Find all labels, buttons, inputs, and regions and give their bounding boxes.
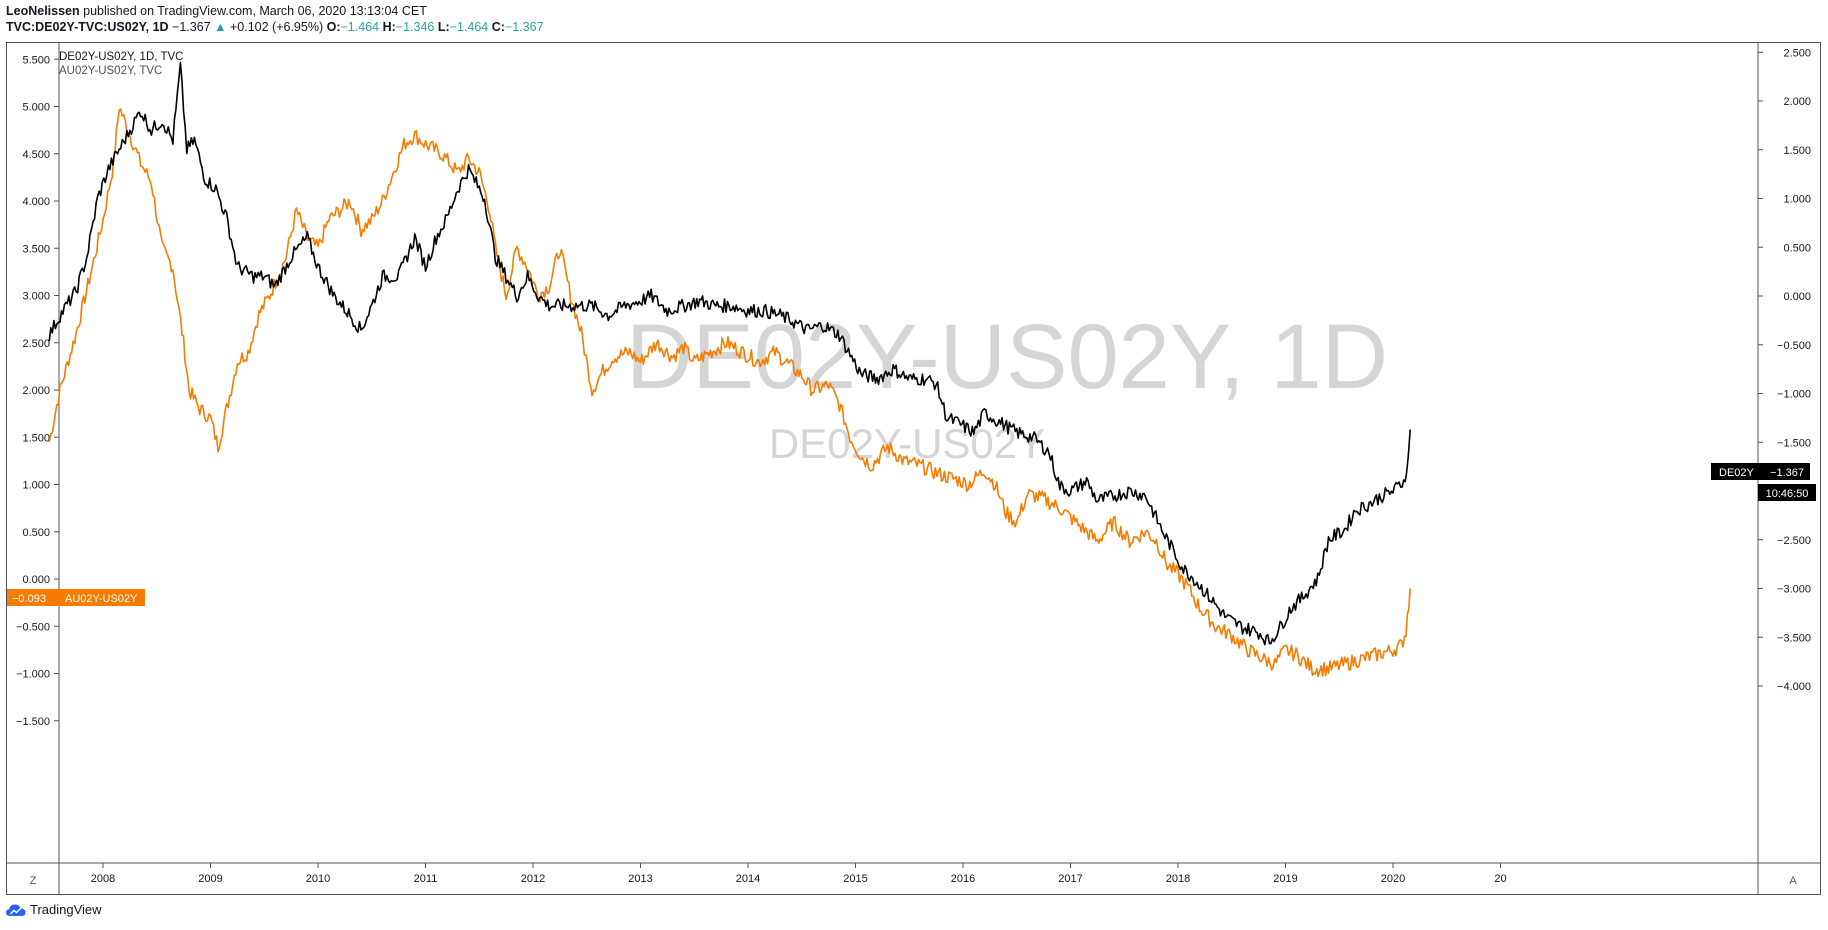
- left-tick-label: −0.500: [16, 621, 50, 633]
- right-tick-label: −4.000: [1777, 681, 1811, 693]
- left-axis-ticks[interactable]: 5.500 5.000 4.500 4.000 3.500 3.000 2.500 2.000…: [16, 54, 59, 728]
- au02y-tag-value: −0.093: [12, 593, 46, 605]
- auto-scale-right-button[interactable]: A: [1783, 869, 1803, 889]
- symbol-title: TVC:DE02Y-TVC:US02Y, 1D: [6, 20, 169, 34]
- time-tick-label: 20: [1494, 873, 1506, 885]
- time-tick-label: 2013: [628, 873, 652, 885]
- z-icon: Z: [30, 875, 37, 887]
- right-axis-ticks[interactable]: 3.0002.5002.0001.5001.0000.5000.000−0.50…: [1758, 0, 1811, 693]
- left-tick-label: 4.000: [22, 196, 50, 208]
- right-tick-label: −1.500: [1777, 437, 1811, 449]
- time-tick-label: 2014: [736, 873, 760, 885]
- series-line-de02y: [48, 61, 1411, 646]
- left-tick-label: 1.500: [22, 432, 50, 444]
- right-tick-label: −1.000: [1777, 389, 1811, 401]
- legend-main[interactable]: DE02Y-US02Y, 1D, TVC: [59, 51, 183, 63]
- low-value: −1.464: [449, 20, 489, 34]
- right-tick-label: −2.500: [1777, 535, 1811, 547]
- left-tick-label: 0.000: [22, 574, 50, 586]
- up-arrow-icon: ▲: [214, 20, 227, 34]
- legend-secondary[interactable]: AU02Y-US02Y, TVC: [59, 65, 162, 77]
- time-tick-label: 2018: [1166, 873, 1190, 885]
- low-label: L:: [437, 20, 450, 34]
- a-icon: A: [1789, 875, 1797, 887]
- au02y-price-tag: −0.093 AU02Y-US02Y: [7, 589, 145, 606]
- left-tick-label: 2.500: [22, 338, 50, 350]
- right-tick-label: 2.500: [1783, 47, 1811, 59]
- symbol-ohlc-line: TVC:DE02Y-TVC:US02Y, 1D −1.367 ▲ +0.102 …: [6, 20, 544, 34]
- left-tick-label: −1.000: [16, 669, 50, 681]
- open-value: −1.464: [340, 20, 380, 34]
- chart-canvas[interactable]: DE02Y-US02Y, 1D DE02Y-US02Y 5.5005.0004.…: [7, 0, 1820, 894]
- high-value: −1.346: [395, 20, 435, 34]
- left-tick-label: 3.000: [22, 291, 50, 303]
- time-tick-label: 2010: [306, 873, 330, 885]
- time-tick-label: 2012: [521, 873, 545, 885]
- open-label: O:: [326, 20, 341, 34]
- close-label: C:: [491, 20, 505, 34]
- time-axis-ticks[interactable]: 2008 2009 2010 2011 2012 2013 2014 2015 2016 2017…: [91, 863, 1507, 885]
- right-tick-label: −0.500: [1777, 340, 1811, 352]
- right-tick-label: 0.500: [1783, 242, 1811, 254]
- de02y-price-tag: DE02Y −1.367 10:46:50: [1711, 463, 1816, 501]
- time-tick-label: 2008: [91, 873, 115, 885]
- time-tick-label: 2020: [1381, 873, 1405, 885]
- time-tick-label: 2017: [1058, 873, 1082, 885]
- left-tick-label: −1.500: [16, 716, 50, 728]
- time-tick-label: 2019: [1273, 873, 1297, 885]
- left-tick-label: 1.000: [22, 480, 50, 492]
- publish-info: LeoNelissen published on TradingView.com…: [6, 4, 427, 18]
- watermark-title: DE02Y-US02Y, 1D: [626, 306, 1388, 408]
- auto-scale-left-button[interactable]: Z: [23, 869, 43, 889]
- tradingview-cloud-icon: [6, 904, 26, 916]
- right-tick-label: 1.500: [1783, 145, 1811, 157]
- time-tick-label: 2016: [951, 873, 975, 885]
- bar-countdown: 10:46:50: [1766, 488, 1809, 500]
- left-tick-label: 4.500: [22, 149, 50, 161]
- high-label: H:: [382, 20, 396, 34]
- de02y-tag-value: −1.367: [1770, 467, 1804, 479]
- time-tick-label: 2009: [198, 873, 222, 885]
- right-tick-label: 2.000: [1783, 96, 1811, 108]
- price-change: +0.102 (+6.95%): [229, 20, 324, 34]
- time-tick-label: 2015: [843, 873, 867, 885]
- publish-text: published on TradingView.com, March 06, …: [83, 4, 427, 18]
- author-name[interactable]: LeoNelissen: [6, 4, 80, 18]
- left-tick-label: 5.500: [22, 54, 50, 66]
- time-tick-label: 2011: [414, 873, 438, 885]
- chart-frame[interactable]: DE02Y-US02Y, 1D DE02Y-US02Y 5.500 5.000 4.…: [6, 0, 1821, 895]
- left-tick-label: 5.000: [22, 102, 50, 114]
- right-tick-label: 1.000: [1783, 194, 1811, 206]
- close-value: −1.367: [504, 20, 544, 34]
- brand-name: TradingView: [30, 902, 102, 917]
- right-tick-label: 0.000: [1783, 291, 1811, 303]
- tradingview-logo[interactable]: TradingView: [6, 902, 102, 917]
- right-tick-label: −3.000: [1777, 584, 1811, 596]
- left-tick-label: 0.500: [22, 527, 50, 539]
- left-tick-label: 2.000: [22, 385, 50, 397]
- right-tick-label: −3.500: [1777, 632, 1811, 644]
- left-tick-label: 3.500: [22, 243, 50, 255]
- de02y-tag-name: DE02Y: [1719, 467, 1755, 479]
- last-price: −1.367: [172, 20, 211, 34]
- au02y-tag-name: AU02Y-US02Y: [65, 593, 138, 605]
